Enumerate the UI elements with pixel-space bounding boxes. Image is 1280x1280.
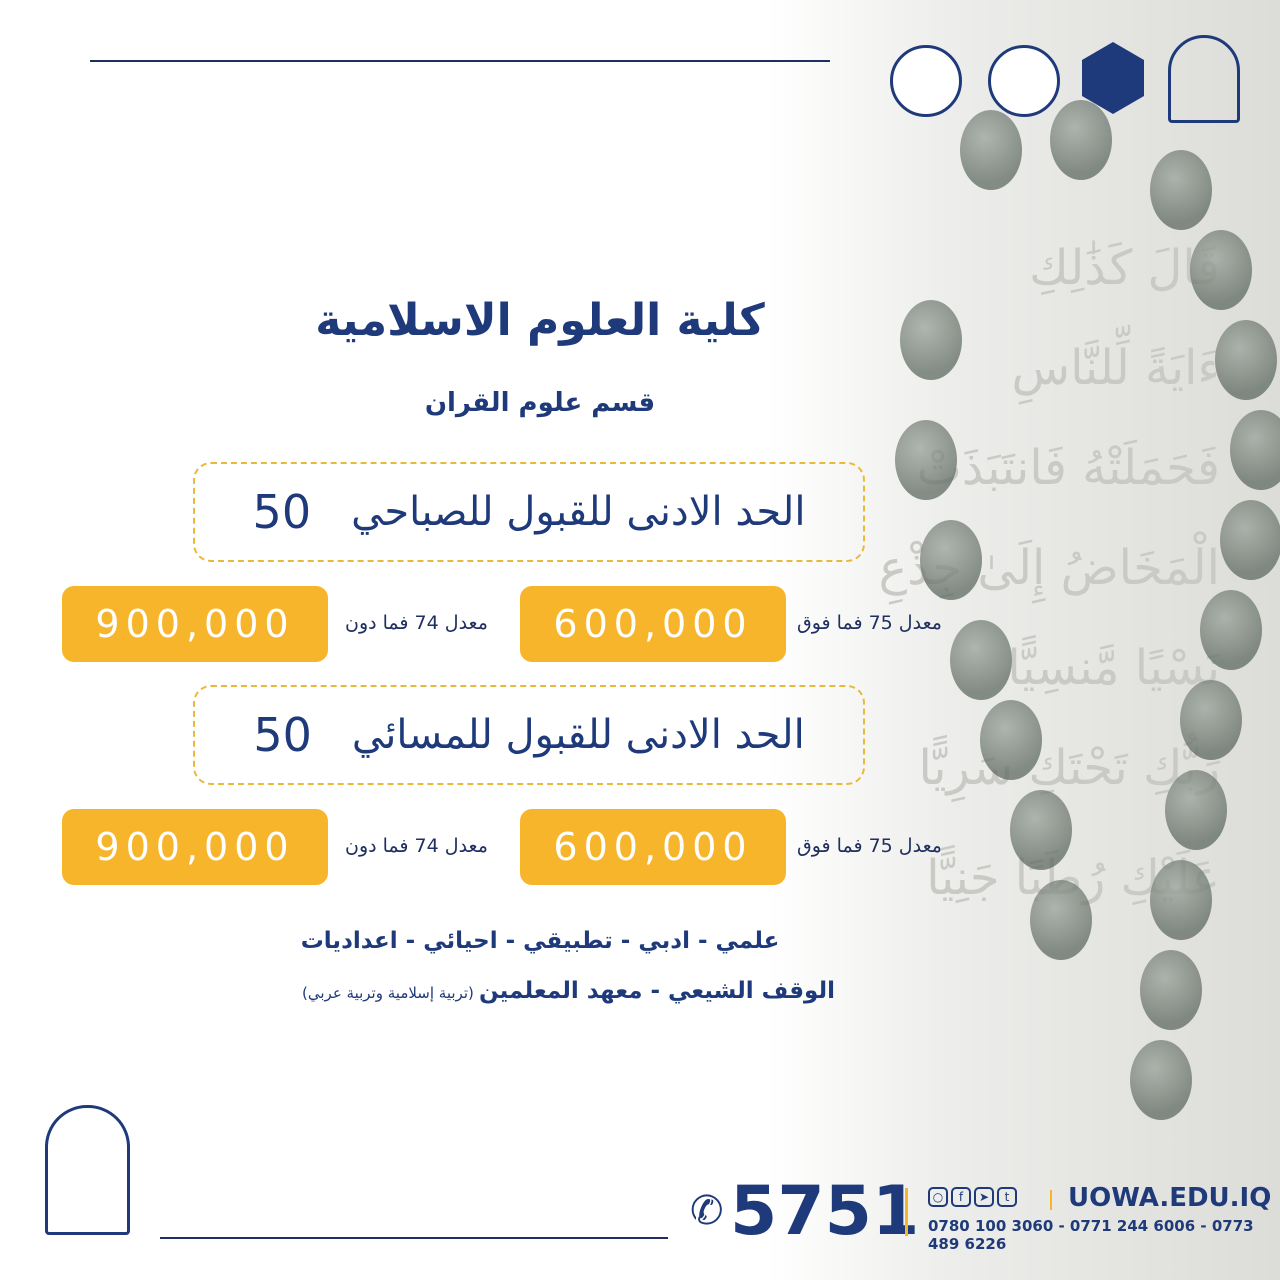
footer-divider: [905, 1188, 908, 1236]
institutes-note: (تربية إسلامية وتربية عربي): [302, 984, 474, 1002]
fee-label: معدل 74 فما دون: [345, 835, 488, 857]
top-divider: [90, 60, 830, 62]
decorative-quran-text: نَسْيًا مَّنسِيًّا: [1007, 640, 1220, 696]
decorative-quran-text: ءَايَةً لِّلنَّاسِ: [1011, 340, 1220, 396]
evening-label: الحد الادنى للقبول للمسائي: [351, 712, 805, 758]
morning-label: الحد الادنى للقبول للصباحي: [351, 489, 806, 535]
morning-admission-box: الحد الادنى للقبول للصباحي 50: [193, 462, 865, 562]
search-icon[interactable]: ○: [928, 1187, 948, 1207]
fee-amount: 900,000: [62, 586, 328, 662]
footer-divider: [1050, 1190, 1052, 1210]
department-subtitle: قسم علوم القران: [424, 388, 656, 418]
fee-label: معدل 74 فما دون: [345, 612, 488, 634]
facebook-icon[interactable]: f: [951, 1187, 971, 1207]
decorative-quran-text: فَحَمَلَتْهُ فَانتَبَذَتْ: [916, 440, 1220, 496]
eligible-institutes: الوقف الشيعي - معهد المعلمين (تربية إسلا…: [240, 978, 835, 1004]
university-seal-logo: [45, 1105, 130, 1235]
morning-min-score: 50: [252, 485, 312, 539]
institutes-main: الوقف الشيعي - معهد المعلمين: [478, 978, 835, 1004]
phone-icon: ✆: [690, 1188, 724, 1234]
fee-label: معدل 75 فما فوق: [797, 835, 942, 857]
holy-shrine-logo: [890, 45, 962, 117]
website-link[interactable]: UOWA.EDU.IQ: [1068, 1183, 1272, 1213]
page-title: كلية العلوم الاسلامية: [315, 295, 765, 346]
telegram-icon[interactable]: ➤: [974, 1187, 994, 1207]
ministry-of-higher-education-logo: [988, 45, 1060, 117]
college-emblem-logo: [1082, 42, 1144, 114]
fee-amount: 900,000: [62, 809, 328, 885]
fee-amount: 600,000: [520, 586, 786, 662]
eligible-branches: علمي - ادبي - تطبيقي - احيائي - اعداديات: [300, 928, 780, 954]
fee-label: معدل 75 فما فوق: [797, 612, 942, 634]
evening-admission-box: الحد الادنى للقبول للمسائي 50: [193, 685, 865, 785]
bottom-divider: [160, 1237, 668, 1239]
fee-amount: 600,000: [520, 809, 786, 885]
twitter-icon[interactable]: t: [997, 1187, 1017, 1207]
hotline-number[interactable]: 5751: [730, 1172, 920, 1251]
evening-min-score: 50: [253, 708, 312, 762]
phone-numbers: 0780 100 3060 - 0771 244 6006 - 0773 489…: [928, 1217, 1254, 1253]
decorative-quran-text: قَالَ كَذَٰلِكِ: [1029, 240, 1220, 296]
university-warith-al-anbiyaa-logo: [1168, 35, 1240, 123]
social-icons: ○ f ➤ t: [928, 1186, 1020, 1207]
